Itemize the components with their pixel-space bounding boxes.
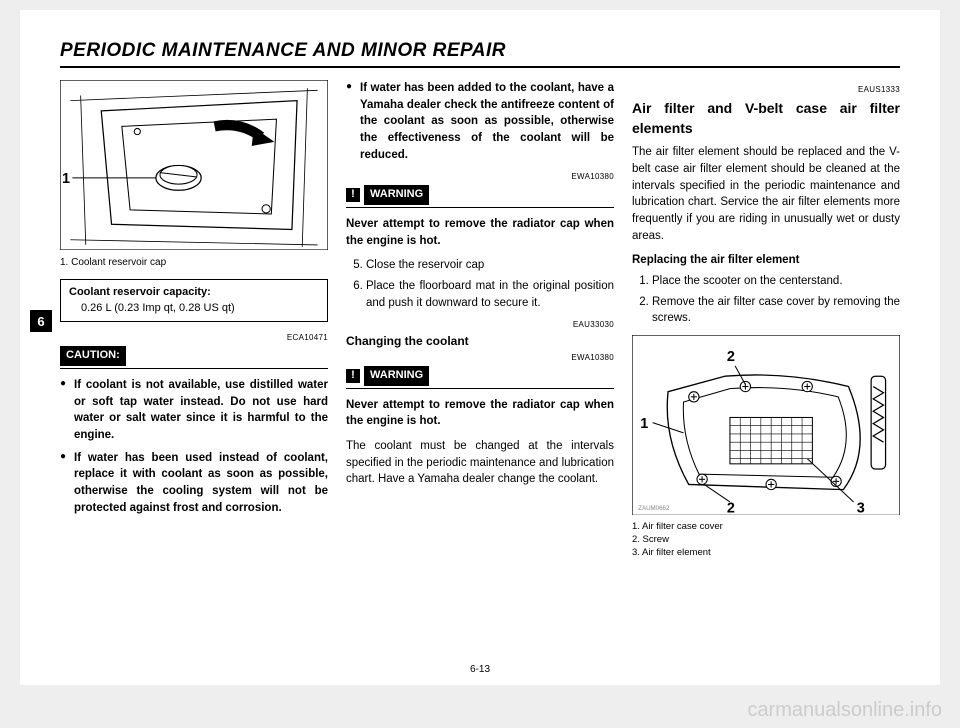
zaum-code: ZAUM0662 (638, 505, 670, 512)
page-number: 6-13 (20, 664, 940, 675)
step-6: Place the floorboard mat in the original… (366, 278, 614, 311)
caution-bullet-2: If water has been used instead of coolan… (60, 450, 328, 517)
code-eaus1333: EAUS1333 (632, 84, 900, 96)
reservoir-capacity-label: Coolant reservoir capacity: (69, 285, 319, 301)
page-title: PERIODIC MAINTENANCE AND MINOR REPAIR (60, 40, 900, 68)
steps-5-6: Close the reservoir cap Place the floorb… (346, 257, 614, 311)
warning-icon-2: ! (346, 369, 360, 383)
replacing-heading: Replacing the air filter element (632, 252, 900, 269)
caution-bullet-1: If coolant is not available, use distill… (60, 377, 328, 444)
fig2-caption-1: 1. Air filter case cover (632, 521, 900, 534)
af-callout-3: 3 (857, 500, 865, 515)
air-filter-steps: Place the scooter on the centerstand. Re… (632, 273, 900, 327)
af-callout-2a: 2 (727, 349, 735, 365)
air-filter-illustration: 1 2 2 3 ZAUM0662 (632, 335, 900, 515)
air-filter-heading: Air filter and V-belt case air filter el… (632, 98, 900, 139)
figure-air-filter: 1 2 2 3 ZAUM0662 (632, 335, 900, 515)
content-columns: 1 1. Coolant reservoir cap Coolant reser… (60, 80, 900, 560)
warning-heading-2: ! WARNING (346, 366, 614, 389)
warning-heading-1: ! WARNING (346, 185, 614, 208)
warning-text-1: Never attempt to remove the radiator cap… (346, 216, 614, 249)
manual-page: PERIODIC MAINTENANCE AND MINOR REPAIR 6 (20, 10, 940, 685)
caution-bullets: If coolant is not available, use distill… (60, 377, 328, 516)
af-step-2: Remove the air filter case cover by remo… (652, 294, 900, 327)
caution-label: CAUTION: (60, 346, 126, 366)
warning-text-2: Never attempt to remove the radiator cap… (346, 397, 614, 430)
callout-1: 1 (62, 171, 70, 187)
code-eau33030: EAU33030 (346, 319, 614, 331)
reservoir-capacity-value: 0.26 L (0.23 Imp qt, 0.28 US qt) (69, 301, 319, 317)
figure-1-caption: 1. Coolant reservoir cap (60, 256, 328, 271)
coolant-water-bullet: If water has been added to the coolant, … (346, 80, 614, 163)
caution-heading: CAUTION: (60, 346, 328, 369)
watermark: carmanualsonline.info (747, 699, 942, 722)
af-callout-2b: 2 (727, 500, 735, 515)
coolant-change-paragraph: The coolant must be changed at the inter… (346, 438, 614, 488)
warning-label-1: WARNING (364, 185, 429, 205)
af-step-1: Place the scooter on the centerstand. (652, 273, 900, 290)
top-bullet: If water has been added to the coolant, … (346, 80, 614, 163)
coolant-cap-illustration: 1 (60, 80, 328, 250)
chapter-tab: 6 (30, 310, 52, 332)
changing-coolant-heading: Changing the coolant (346, 333, 614, 350)
code-eca10471: ECA10471 (60, 332, 328, 344)
fig2-caption-2: 2. Screw (632, 534, 900, 547)
figure-coolant-cap: 1 (60, 80, 328, 250)
column-1: 1 1. Coolant reservoir cap Coolant reser… (60, 80, 328, 560)
fig2-caption-3: 3. Air filter element (632, 547, 900, 560)
step-5: Close the reservoir cap (366, 257, 614, 274)
figure-2-captions: 1. Air filter case cover 2. Screw 3. Air… (632, 521, 900, 559)
column-3: EAUS1333 Air filter and V-belt case air … (632, 80, 900, 560)
code-ewa10380-a: EWA10380 (346, 171, 614, 183)
warning-icon: ! (346, 188, 360, 202)
af-callout-1: 1 (640, 416, 648, 432)
warning-label-2: WARNING (364, 366, 429, 386)
column-2: If water has been added to the coolant, … (346, 80, 614, 560)
reservoir-capacity-box: Coolant reservoir capacity: 0.26 L (0.23… (60, 279, 328, 323)
code-ewa10380-b: EWA10380 (346, 352, 614, 364)
air-filter-intro: The air filter element should be replace… (632, 144, 900, 244)
